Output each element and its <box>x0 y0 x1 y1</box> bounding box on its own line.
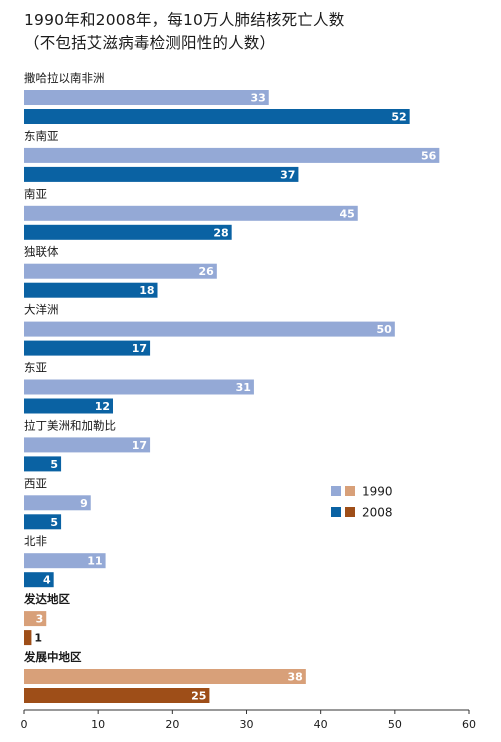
x-tick-label: 0 <box>21 718 28 731</box>
bar-1990 <box>24 90 269 105</box>
value-label: 5 <box>50 516 58 529</box>
value-label: 45 <box>339 207 354 220</box>
bar-2008 <box>24 688 210 703</box>
bar-1990 <box>24 321 395 337</box>
bar-2008 <box>24 224 232 240</box>
category-label: 独联体 <box>24 245 59 259</box>
category-label: 南亚 <box>24 187 47 201</box>
bar-1990 <box>24 669 306 684</box>
value-label: 1 <box>34 632 42 645</box>
x-tick-label: 60 <box>462 718 476 731</box>
value-label: 56 <box>421 149 437 162</box>
category-label: 大洋洲 <box>24 303 59 317</box>
value-label: 28 <box>213 226 228 239</box>
value-label: 31 <box>236 381 251 394</box>
value-label: 25 <box>191 690 206 703</box>
bar-2008 <box>24 630 32 646</box>
legend-label: 2008 <box>362 506 393 520</box>
bar-2008 <box>24 572 54 588</box>
bar-2008 <box>24 340 151 356</box>
chart-title: 1990年和2008年，每10万人肺结核死亡人数 （不包括艾滋病毒检测阳性的人数… <box>24 9 344 55</box>
bar-1990 <box>24 379 254 395</box>
value-label: 37 <box>280 168 295 181</box>
bar-2008 <box>24 109 410 124</box>
bar-2008 <box>24 514 62 530</box>
x-tick-label: 10 <box>91 718 105 731</box>
title-line-2: （不包括艾滋病毒检测阳性的人数） <box>24 34 276 52</box>
value-label: 4 <box>43 574 51 587</box>
x-tick-label: 30 <box>240 718 254 731</box>
category-label: 东亚 <box>24 361 47 375</box>
category-label: 发达地区 <box>23 592 70 606</box>
value-label: 26 <box>199 265 215 278</box>
value-label: 5 <box>50 458 58 471</box>
value-label: 17 <box>132 439 147 452</box>
category-label: 撒哈拉以南非洲 <box>24 71 105 85</box>
bar-2008 <box>24 166 299 182</box>
category-label: 东南亚 <box>24 129 59 143</box>
legend-swatch-region <box>331 507 341 517</box>
value-label: 52 <box>391 111 406 124</box>
bar-2008 <box>24 398 113 414</box>
value-label: 33 <box>250 92 265 105</box>
legend-swatch-aggregate <box>345 507 355 517</box>
value-label: 9 <box>80 497 88 510</box>
bar-1990 <box>24 553 106 569</box>
bar-1990 <box>24 263 217 279</box>
value-label: 12 <box>95 400 110 413</box>
bar-1990 <box>24 437 151 453</box>
value-label: 50 <box>377 323 393 336</box>
value-label: 11 <box>87 555 102 568</box>
x-tick-label: 20 <box>165 718 179 731</box>
value-label: 38 <box>288 671 303 684</box>
category-label: 西亚 <box>24 476 47 490</box>
bar-1990 <box>24 495 91 511</box>
bar-2008 <box>24 456 62 472</box>
legend-swatch-region <box>331 486 341 496</box>
category-label: 拉丁美洲和加勒比 <box>24 418 116 432</box>
bar-1990 <box>24 205 358 221</box>
bar-1990 <box>24 147 440 163</box>
value-label: 18 <box>139 284 154 297</box>
value-label: 17 <box>132 342 147 355</box>
value-label: 3 <box>36 613 44 626</box>
title-line-1: 1990年和2008年，每10万人肺结核死亡人数 <box>24 11 345 29</box>
bar-2008 <box>24 282 158 298</box>
legend-swatch-aggregate <box>345 486 355 496</box>
bar-1990 <box>24 611 47 627</box>
legend-label: 1990 <box>362 485 393 499</box>
category-label: 北非 <box>24 534 47 548</box>
category-label: 发展中地区 <box>23 650 82 664</box>
x-tick-label: 40 <box>314 718 328 731</box>
x-tick-label: 50 <box>388 718 402 731</box>
